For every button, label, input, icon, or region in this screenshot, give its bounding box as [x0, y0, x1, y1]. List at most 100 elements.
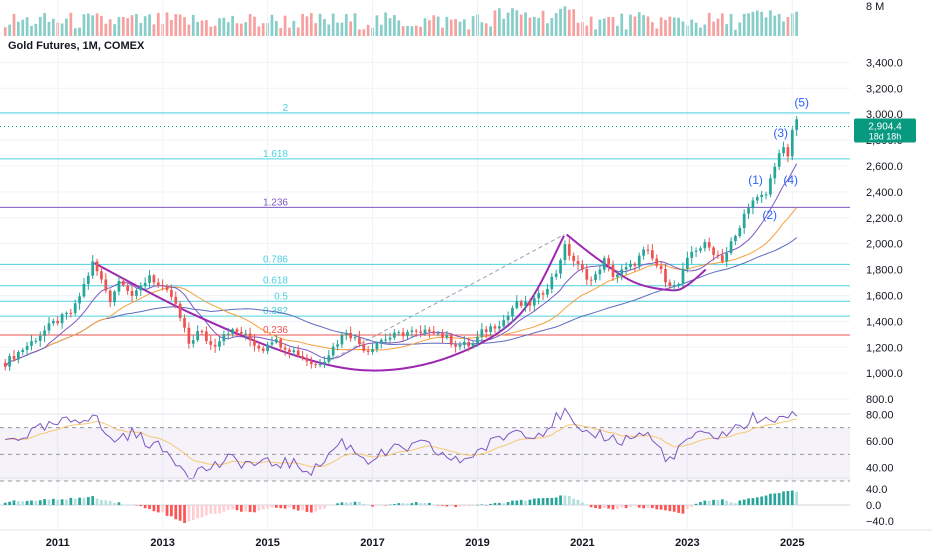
macd-bar: [607, 505, 610, 509]
candle: [78, 292, 81, 310]
candle: [436, 330, 440, 337]
volume-bar: [668, 16, 672, 36]
candle: [782, 141, 785, 157]
volume-bar: [130, 15, 134, 37]
candle-body: [546, 288, 549, 295]
candle-body: [589, 279, 593, 281]
macd-bar: [100, 499, 103, 505]
macd-bar: [581, 502, 584, 505]
macd-bar: [191, 505, 195, 521]
macd-tick-label: 40.0: [866, 484, 887, 496]
candle: [581, 259, 584, 273]
macd-bar: [476, 504, 479, 506]
candle: [760, 190, 764, 203]
candle: [56, 316, 60, 326]
volume-bar: [86, 13, 90, 36]
candle: [43, 325, 46, 343]
candle-body: [720, 255, 724, 262]
candle: [786, 143, 790, 163]
candle-body: [567, 244, 571, 256]
candle-body: [95, 261, 99, 272]
rsi-signal-line: [5, 418, 797, 468]
macd-bar: [777, 493, 781, 505]
candle: [664, 263, 667, 288]
candle-body: [769, 178, 772, 195]
macd-bar: [292, 505, 296, 510]
volume-axis-label: 8 M: [866, 1, 884, 13]
candle-body: [777, 153, 781, 167]
macd-bar: [82, 497, 86, 505]
candle-body: [401, 332, 405, 337]
volume-bar: [95, 13, 99, 36]
macd-bar: [187, 505, 191, 522]
candle-body: [393, 332, 396, 338]
candle: [21, 347, 25, 356]
candle-body: [358, 337, 361, 344]
macd-bar: [309, 505, 313, 513]
macd-bar: [406, 503, 409, 505]
candle-body: [458, 344, 462, 347]
volume-bar: [314, 23, 318, 36]
candle-body: [266, 344, 269, 352]
volume-bar: [148, 14, 151, 36]
volume-bar: [659, 17, 663, 36]
volume-bar: [445, 16, 449, 36]
macd-bar: [314, 505, 318, 512]
volume-bar: [703, 24, 707, 36]
candle-body: [668, 282, 672, 287]
candle-body: [454, 344, 457, 347]
volume-bar: [209, 26, 213, 36]
candle-body: [685, 257, 689, 269]
macd-bar: [165, 505, 169, 516]
candle-body: [624, 267, 628, 270]
candle: [480, 323, 484, 342]
macd-bar: [572, 498, 576, 505]
macd-bar: [432, 504, 436, 506]
macd-bar: [235, 505, 239, 511]
macd-bar: [148, 505, 151, 509]
candle-body: [655, 258, 659, 266]
volume-bar: [480, 22, 484, 36]
macd-bar: [506, 501, 510, 505]
macd-bar: [388, 504, 392, 506]
volume-bar: [283, 15, 287, 37]
candle: [135, 287, 138, 300]
volume-bar: [200, 20, 204, 36]
candle: [353, 334, 357, 341]
macd-bar: [21, 501, 25, 505]
macd-bar: [471, 505, 475, 507]
candle-body: [371, 349, 374, 353]
volume-bar: [274, 21, 278, 36]
macd-bar: [318, 505, 322, 510]
macd-bar: [428, 502, 431, 505]
volume-bar: [637, 12, 641, 36]
volume-bar: [532, 16, 536, 36]
candle-body: [712, 247, 715, 255]
volume-bar: [12, 13, 16, 36]
candle: [449, 332, 453, 348]
y-tick-label: 1,800.0: [866, 265, 903, 277]
candle-body: [130, 290, 134, 296]
candle-body: [384, 339, 388, 341]
macd-bar: [135, 505, 138, 506]
macd-bar: [358, 501, 361, 505]
candle-body: [519, 301, 523, 306]
candle-body: [344, 332, 348, 335]
volume-bar: [21, 19, 25, 36]
macd-bar: [349, 502, 353, 505]
macd-bar: [546, 498, 549, 505]
candle: [309, 356, 313, 369]
candle: [441, 329, 444, 344]
volume-bar: [270, 14, 274, 37]
candle: [349, 326, 353, 342]
candle-body: [484, 329, 488, 333]
volume-bar: [292, 20, 296, 36]
candle-body: [183, 318, 186, 328]
macd-bar: [266, 505, 269, 509]
candle-body: [576, 261, 580, 265]
macd-bar: [668, 505, 672, 512]
candle-body: [56, 320, 60, 324]
macd-bar: [624, 505, 628, 509]
candle: [69, 308, 73, 318]
